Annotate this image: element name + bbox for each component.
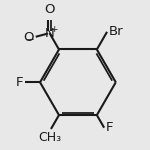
Text: O: O <box>23 31 33 44</box>
Text: F: F <box>16 76 24 89</box>
Text: +: + <box>50 25 57 34</box>
Text: O: O <box>44 3 55 16</box>
Text: Br: Br <box>109 25 123 38</box>
Text: CH₃: CH₃ <box>38 131 61 144</box>
Text: N: N <box>45 27 54 40</box>
Text: F: F <box>106 121 113 134</box>
Text: −: − <box>26 35 34 45</box>
